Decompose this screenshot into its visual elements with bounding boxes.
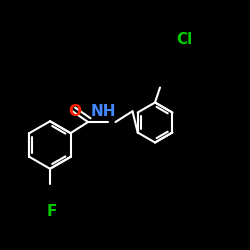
- Text: O: O: [68, 104, 81, 120]
- Text: NH: NH: [90, 104, 116, 120]
- Text: F: F: [47, 204, 57, 220]
- Text: Cl: Cl: [176, 32, 192, 48]
